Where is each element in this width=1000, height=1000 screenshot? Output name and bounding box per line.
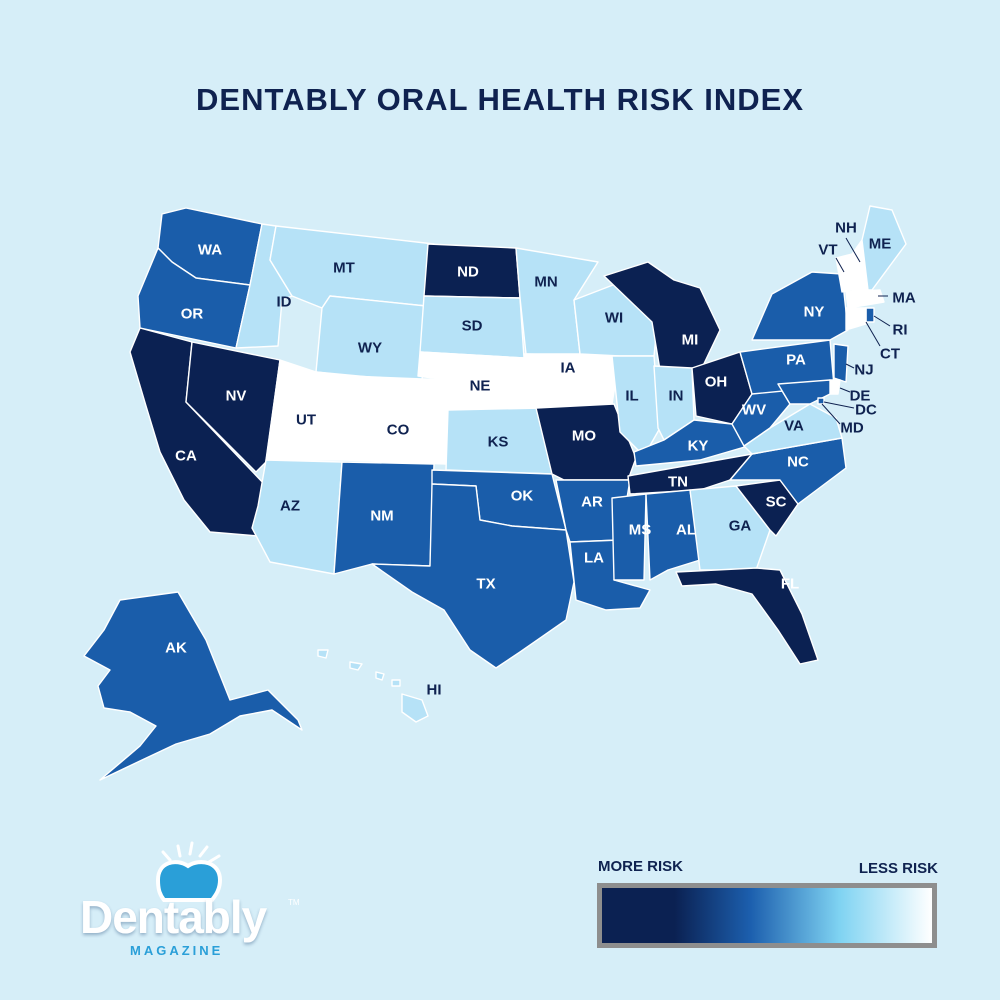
state-label-fl: FL [781, 576, 799, 593]
state-label-wa: WA [198, 242, 222, 259]
legend-more-risk-label: MORE RISK [598, 858, 684, 875]
state-ms [611, 493, 647, 581]
state-label-mn: MN [534, 274, 557, 291]
state-il [611, 355, 661, 457]
tooth-icon [155, 841, 223, 902]
state-label-nh: NH [835, 220, 857, 237]
state-hi [317, 649, 429, 723]
leader-line-ct [865, 321, 881, 347]
state-label-la: LA [584, 550, 604, 567]
state-al [645, 489, 701, 581]
state-label-ms: MS [629, 522, 652, 539]
state-label-sc: SC [766, 494, 787, 511]
state-az [251, 459, 343, 575]
state-label-ga: GA [729, 518, 752, 535]
state-label-ok: OK [511, 488, 534, 505]
state-ma [845, 289, 885, 309]
state-label-id: ID [277, 294, 292, 311]
state-ct [845, 307, 867, 331]
state-label-ks: KS [488, 434, 509, 451]
state-label-ia: IA [561, 360, 576, 377]
state-co [343, 375, 449, 465]
state-nj [833, 343, 849, 383]
leader-line-md [821, 403, 841, 425]
state-label-tn: TN [668, 474, 688, 491]
state-mi [603, 261, 721, 373]
state-label-nd: ND [457, 264, 479, 281]
map-title: DENTABLY ORAL HEALTH RISK INDEX [196, 82, 804, 117]
state-label-md: MD [840, 420, 863, 437]
state-label-ut: UT [296, 412, 316, 429]
state-label-de: DE [850, 388, 871, 405]
state-nv [185, 341, 281, 473]
state-label-tx: TX [476, 576, 495, 593]
state-label-ri: RI [893, 322, 908, 339]
leader-line-nj [845, 363, 855, 369]
leader-line-vt [835, 257, 845, 273]
state-labels: WA OR CA NV ID MT WY UT CO AZ NM ND SD NE KS OK TX MN IA MO… [165, 220, 916, 699]
dentably-logo: Dentably TM MAGAZINE [80, 840, 310, 960]
state-ut [265, 359, 351, 461]
state-tx [371, 483, 575, 669]
state-label-nc: NC [787, 454, 809, 471]
state-sc [735, 479, 799, 537]
logo-subtitle: MAGAZINE [130, 943, 224, 958]
state-label-mt: MT [333, 260, 355, 277]
state-ny [751, 271, 849, 341]
state-label-nv: NV [226, 388, 247, 405]
state-label-ct: CT [880, 346, 900, 363]
state-label-co: CO [387, 422, 410, 439]
state-ga [689, 485, 771, 571]
state-label-mi: MI [682, 332, 699, 349]
state-label-sd: SD [462, 318, 483, 335]
state-de [829, 379, 841, 395]
states-layer [83, 205, 907, 781]
state-label-me: ME [869, 236, 892, 253]
state-label-ca: CA [175, 448, 197, 465]
state-label-in: IN [669, 388, 684, 405]
state-label-ky: KY [688, 438, 709, 455]
state-label-nj: NJ [854, 362, 873, 379]
state-label-wy: WY [358, 340, 382, 357]
state-fl [675, 567, 819, 665]
state-label-dc: DC [855, 402, 877, 419]
state-label-wi: WI [605, 310, 623, 327]
state-label-mo: MO [572, 428, 596, 445]
state-label-pa: PA [786, 352, 806, 369]
state-label-or: OR [181, 306, 204, 323]
state-label-vt: VT [818, 242, 837, 259]
leader-line-de [839, 387, 851, 393]
state-label-ak: AK [165, 640, 187, 657]
state-label-oh: OH [705, 374, 728, 391]
state-label-az: AZ [280, 498, 300, 515]
state-ri [865, 307, 875, 323]
state-tn [627, 453, 753, 495]
state-label-nm: NM [370, 508, 393, 525]
state-ak [83, 591, 303, 781]
legend-less-risk-label: LESS RISK [858, 860, 938, 877]
state-me [861, 205, 907, 291]
state-label-ny: NY [804, 304, 825, 321]
state-label-ne: NE [470, 378, 491, 395]
leader-line-nh [845, 237, 861, 263]
state-label-wv: WV [742, 402, 766, 419]
logo-trademark: TM [288, 898, 300, 907]
legend-gradient-bar [597, 883, 937, 948]
state-label-ma: MA [892, 290, 915, 307]
state-label-ar: AR [581, 494, 603, 511]
state-dc [817, 397, 825, 405]
leader-line-ri [873, 315, 891, 327]
leader-lines [821, 237, 891, 425]
state-label-va: VA [784, 418, 804, 435]
leader-line-dc [823, 401, 855, 409]
state-label-al: AL [676, 522, 696, 539]
state-label-il: IL [625, 388, 638, 405]
logo-wordmark: Dentably [80, 891, 267, 943]
state-label-hi: HI [427, 682, 442, 699]
